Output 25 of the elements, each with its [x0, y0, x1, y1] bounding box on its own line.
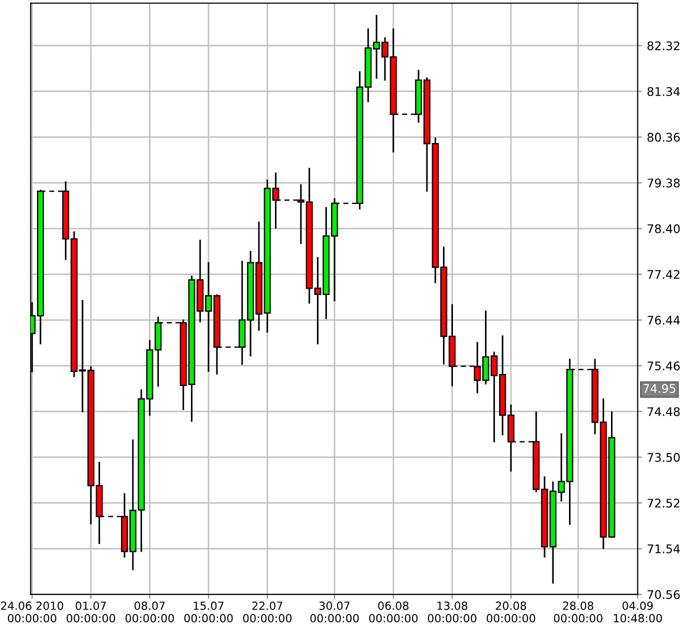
x-tick-label: 24.06 2010 00:00:00	[1, 602, 64, 622]
y-tick-label: 82.32	[648, 41, 680, 50]
x-tick-label: 30.07 00:00:00	[310, 602, 359, 622]
y-tick-label: 71.54	[648, 544, 680, 554]
y-tick-label: 78.40	[648, 224, 680, 234]
x-tick-label: 20.08 00:00:00	[486, 602, 536, 622]
x-tick-label: 04.09 10:48:00	[614, 602, 662, 622]
y-tick-label: 81.34	[648, 87, 680, 96]
x-tick-label: 22.07 00:00:00	[243, 602, 292, 622]
x-tick-label: 13.08 00:00:00	[428, 602, 476, 622]
y-tick-label: 74.48	[648, 407, 680, 416]
y-tick-label: 80.36	[648, 132, 680, 142]
x-tick-label: 06.08 00:00:00	[369, 602, 418, 622]
y-tick-label: 77.42	[648, 270, 680, 279]
x-tick-label: 15.07 00:00:00	[184, 602, 233, 622]
x-tick-label: 01.07 00:00:00	[66, 602, 116, 622]
y-tick-label: 70.56	[648, 590, 680, 600]
y-tick-label: 79.38	[648, 178, 680, 188]
y-tick-label: 72.52	[648, 498, 680, 508]
x-tick-label: 28.08 00:00:00	[554, 602, 602, 622]
y-tick-label: 76.44	[648, 316, 680, 325]
text: 74.95	[643, 384, 676, 393]
y-tick-label: 75.46	[648, 361, 680, 370]
y-tick-label: 73.50	[648, 452, 680, 462]
x-tick-label: 08.07 00:00:00	[125, 602, 174, 622]
